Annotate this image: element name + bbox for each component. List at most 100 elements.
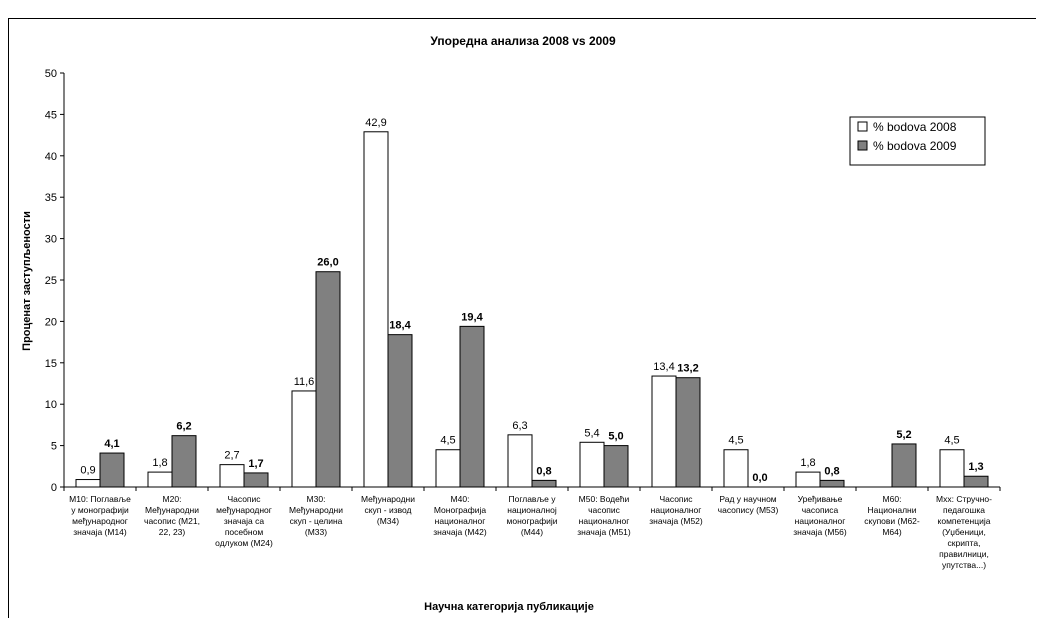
x-tick-label-line: Национални (867, 505, 916, 515)
x-tick-label-line: Часопис (659, 494, 693, 504)
x-tick-label-line: скуп - целина (290, 516, 343, 526)
x-tick-label-line: Међународни (361, 494, 415, 504)
x-tick-label-line: M60: (883, 494, 902, 504)
y-tick-label: 15 (45, 358, 57, 370)
bar-2009 (387, 334, 413, 488)
data-label-2009: 13,2 (677, 363, 698, 375)
bar-2008 (795, 471, 821, 488)
bar-2009 (819, 479, 845, 488)
x-tick-label-line: педагошка (943, 505, 985, 515)
x-tick-label-line: у монографији (71, 505, 129, 515)
bar-2009 (315, 271, 341, 488)
x-tick-label-line: M10: Поглавље (69, 494, 131, 504)
x-tick-label-line: одлуком (M24) (215, 538, 273, 548)
y-tick-label: 40 (45, 151, 57, 163)
bar-2009 (531, 479, 557, 488)
x-tick-label-line: скуп - извод (364, 505, 411, 515)
data-label-2009: 0,8 (824, 465, 839, 477)
x-tick-label-line: Поглавље у (509, 494, 557, 504)
x-tick-label-line: националног (795, 516, 846, 526)
y-tick-label: 20 (45, 316, 57, 328)
data-label-2008: 4,5 (440, 435, 455, 447)
legend: % bodova 2008 % bodova 2009 (849, 116, 986, 166)
y-tick-label: 30 (45, 234, 57, 246)
x-tick-label-line: M64) (882, 527, 902, 537)
x-tick-label-line: (M44) (521, 527, 543, 537)
x-tick-label-line: (M34) (377, 516, 399, 526)
data-label-2008: 11,6 (294, 376, 315, 388)
x-tick-label-line: значаја (M52) (649, 516, 703, 526)
data-label-2009: 18,4 (389, 320, 411, 332)
data-label-2009: 26,0 (317, 257, 338, 269)
data-label-2008: 4,5 (944, 435, 959, 447)
x-tick-label: Рад у научном часопису (M53) (718, 494, 779, 515)
bar-2009 (963, 475, 989, 488)
data-label-2008: 1,8 (800, 457, 815, 469)
data-label-2009: 0,8 (536, 465, 551, 477)
data-label-2009: 1,3 (968, 461, 983, 473)
x-tick-label: Mxx: Стручно-педагошка компетенција (Уџбен… (936, 494, 992, 570)
x-tick-label-line: часопис (M21, (144, 516, 200, 526)
x-tick-label-line: (Уџбеници, (942, 527, 986, 537)
x-tick-label-line: Уређивање (798, 494, 843, 504)
x-tick-label-line: значаја (M42) (433, 527, 487, 537)
x-tick-label-line: значаја (M51) (577, 527, 631, 537)
x-tick-label-line: скупови (M62- (864, 516, 920, 526)
legend-swatch-2008 (857, 121, 868, 132)
bar-2008 (435, 449, 461, 488)
data-label-2009: 6,2 (176, 421, 191, 433)
x-tick-label: M20: Међународни часопис (M21, 22, 23) (144, 494, 200, 537)
legend-swatch-2009 (857, 140, 868, 151)
y-tick-label: 25 (45, 275, 57, 287)
x-tick-label-line: Међународни (289, 505, 343, 515)
x-tick-label-line: правилници, (939, 549, 989, 559)
data-label-2009: 0,0 (752, 472, 767, 484)
bar-2009 (171, 435, 197, 488)
bar-2008 (939, 449, 965, 488)
x-tick-label-line: монографији (507, 516, 558, 526)
x-tick-label-line: Рад у научном (719, 494, 776, 504)
data-label-2008: 5,4 (584, 427, 599, 439)
x-tick-label-line: M20: (163, 494, 182, 504)
data-label-2008: 6,3 (512, 420, 527, 432)
bar-2009 (891, 443, 917, 488)
x-tick-label-line: M50: Водећи (579, 494, 630, 504)
y-tick-label: 50 (45, 68, 57, 80)
x-tick-label-line: значаја (M56) (793, 527, 847, 537)
bar-2009 (99, 452, 125, 488)
bar-2008 (507, 434, 533, 488)
data-label-2009: 5,2 (896, 429, 911, 441)
x-tick-label-line: међународног (216, 505, 272, 515)
x-tick-label: M40: Монографија националног значаја (M42) (433, 494, 487, 537)
x-tick-label-line: (M33) (305, 527, 327, 537)
x-tick-label-line: часописа (802, 505, 839, 515)
data-label-2009: 4,1 (104, 438, 119, 450)
bar-2009 (675, 377, 701, 488)
bar-2008 (651, 375, 677, 488)
x-tick-label: Уређивање часописа националног значаја (M56… (793, 494, 847, 537)
legend-box (849, 116, 986, 166)
data-label-2009: 5,0 (608, 431, 623, 443)
chart-title: Упоредна анализа 2008 vs 2009 (430, 34, 616, 48)
bar-2008 (147, 471, 173, 488)
data-label-2008: 4,5 (728, 435, 743, 447)
bar-2008 (579, 441, 605, 488)
x-tick-label: M30: Међународни скуп - целина (M33) (289, 494, 343, 537)
x-tick-label: Часопис међународног значаја са посебном одл… (215, 494, 273, 548)
chart-frame (8, 18, 1036, 618)
x-tick-label: Часопис националног значаја (M52) (649, 494, 703, 526)
legend-label-2008: % bodova 2008 (873, 120, 957, 134)
x-tick-label-line: 22, 23) (159, 527, 186, 537)
bar-2008 (291, 390, 317, 488)
bar-2008 (363, 131, 389, 488)
data-label-2009: 1,7 (248, 458, 263, 470)
x-tick-label-line: часопису (M53) (718, 505, 779, 515)
data-label-2008: 1,8 (152, 457, 167, 469)
data-label-2008: 42,9 (365, 117, 386, 129)
x-tick-label-line: националног (579, 516, 630, 526)
x-tick-label-line: посебном (225, 527, 264, 537)
y-tick-label: 10 (45, 399, 57, 411)
bar-2008 (75, 479, 101, 488)
x-tick-label-line: M30: (307, 494, 326, 504)
